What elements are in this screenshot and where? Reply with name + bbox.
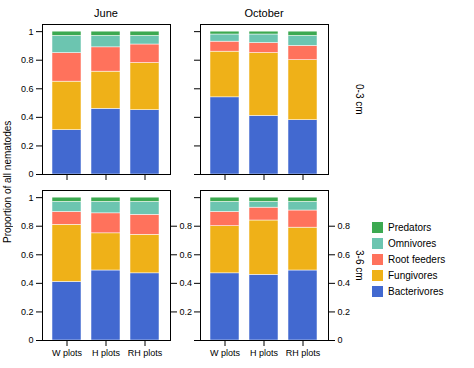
html-text:June: June [94,7,118,19]
svg-text:0: 0 [338,335,343,345]
svg-text:0: 0 [28,169,33,179]
svg-text:RH plots: RH plots [286,348,321,358]
svg-text:0.4: 0.4 [180,278,193,288]
svg-text:0.8: 0.8 [338,221,351,231]
svg-text:H plots: H plots [92,348,121,358]
svg-text:0: 0 [28,335,33,345]
svg-text:W plots: W plots [210,348,241,358]
svg-text:0.6: 0.6 [21,250,34,260]
svg-text:RH plots: RH plots [128,348,163,358]
svg-text:0.6: 0.6 [338,250,351,260]
svg-text:0.8: 0.8 [21,221,34,231]
svg-text:0.2: 0.2 [21,141,34,151]
html-text:Fungivores: Fungivores [388,270,438,281]
html-text:Omnivores: Omnivores [388,238,437,249]
svg-text:0.4: 0.4 [21,112,34,122]
svg-text:0.2: 0.2 [338,307,351,317]
svg-text:0.6: 0.6 [21,84,34,94]
html-text:Bacterivores: Bacterivores [388,286,444,297]
html-text:October: October [244,7,284,19]
svg-text:H plots: H plots [250,348,279,358]
html-text:Root feeders: Root feeders [388,254,446,265]
html-text:Predators: Predators [388,222,432,233]
svg-text:1: 1 [28,193,33,203]
html-text:3-6 cm: 3-6 cm [353,249,365,281]
svg-text:0.4: 0.4 [338,278,351,288]
svg-text:0.8: 0.8 [21,55,34,65]
svg-text:0.2: 0.2 [180,307,193,317]
svg-text:W plots: W plots [52,348,83,358]
svg-text:0.2: 0.2 [21,307,34,317]
svg-text:0.8: 0.8 [180,221,193,231]
svg-text:1: 1 [28,27,33,37]
svg-text:0.4: 0.4 [21,278,34,288]
html-text:0-3 cm: 0-3 cm [353,83,365,115]
html-text:Proportion of all nematodes: Proportion of all nematodes [1,120,13,244]
svg-text:0.6: 0.6 [180,250,193,260]
